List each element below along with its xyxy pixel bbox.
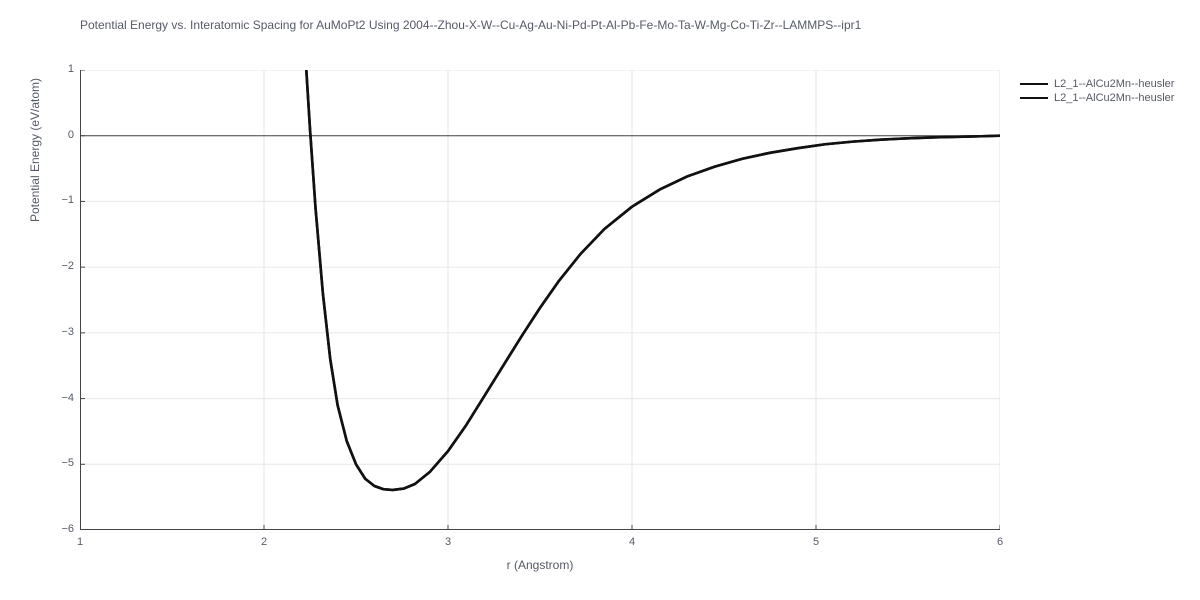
y-tick-label: −3 [61, 326, 74, 338]
plot-area [80, 70, 1000, 530]
legend-item: L2_1--AlCu2Mn--heusler [1020, 92, 1174, 104]
y-tick-label: −4 [61, 392, 74, 404]
x-tick-label: 6 [990, 536, 1010, 548]
y-tick-label: 1 [68, 63, 74, 75]
x-tick-label: 5 [806, 536, 826, 548]
x-tick-label: 2 [254, 536, 274, 548]
legend-swatch [1020, 83, 1048, 85]
y-tick-label: −2 [61, 260, 74, 272]
y-tick-label: −1 [61, 194, 74, 206]
legend: L2_1--AlCu2Mn--heusler L2_1--AlCu2Mn--heu… [1020, 78, 1174, 106]
x-axis-label: r (Angstrom) [80, 558, 1000, 572]
legend-swatch [1020, 97, 1048, 99]
legend-label: L2_1--AlCu2Mn--heusler [1054, 78, 1174, 90]
x-tick-label: 3 [438, 536, 458, 548]
y-axis-label: Potential Energy (eV/atom) [28, 0, 42, 380]
y-tick-label: −5 [61, 457, 74, 469]
legend-item: L2_1--AlCu2Mn--heusler [1020, 78, 1174, 90]
legend-label: L2_1--AlCu2Mn--heusler [1054, 92, 1174, 104]
y-tick-label: −6 [61, 523, 74, 535]
plot-svg [80, 70, 1000, 530]
y-tick-label: 0 [68, 129, 74, 141]
x-tick-label: 4 [622, 536, 642, 548]
x-tick-label: 1 [70, 536, 90, 548]
chart-title: Potential Energy vs. Interatomic Spacing… [80, 18, 1160, 32]
